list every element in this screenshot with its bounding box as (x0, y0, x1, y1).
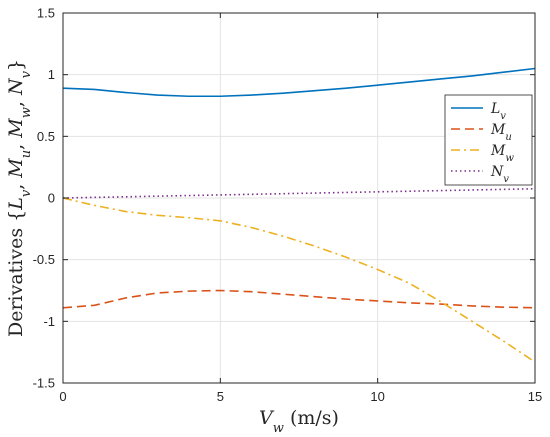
legend-label: Nv​ (490, 164, 509, 185)
y-tick-label: 0.5 (37, 129, 55, 144)
x-tick-label: 5 (217, 389, 224, 404)
series-line-m-w (62, 197, 536, 363)
y-tick-label: -1.5 (33, 376, 55, 391)
x-axis-label: Vw​ (m/s) (259, 407, 339, 436)
legend-label: Mw​ (490, 143, 514, 164)
y-tick-label: -1 (43, 314, 55, 329)
y-tick-label: 1.5 (37, 6, 55, 21)
series-line-l-v (62, 67, 536, 98)
y-tick-label: -0.5 (33, 252, 55, 267)
x-axis-title: Vw​ (m/s) (259, 407, 339, 436)
legend-label: Mu​ (490, 122, 512, 143)
x-tick-labels: 0 5 10 15 (59, 389, 542, 404)
x-tick-label: 0 (59, 389, 66, 404)
series-line-m-u (62, 289, 536, 309)
series-layer (62, 67, 536, 363)
y-tick-label: 0 (48, 191, 55, 206)
tick-marks (62, 12, 536, 384)
y-tick-labels: -1.5 -1 -0.5 0 0.5 1 1.5 (33, 6, 55, 391)
legend-label: Lv​ (490, 101, 506, 122)
legend-box (444, 94, 533, 186)
y-axis-title: Derivatives {Lv​, Mu​, Mw​, Nv​} (5, 59, 34, 337)
series-line-n-v (62, 187, 536, 199)
y-axis-label: Derivatives {Lv​, Mu​, Mw​, Nv​} (5, 59, 34, 337)
x-tick-label: 10 (370, 389, 384, 404)
legend: Lv​Mu​Mw​Nv​ (444, 94, 533, 186)
y-tick-label: 1 (48, 67, 55, 82)
grid (63, 13, 535, 383)
x-tick-label: 15 (528, 389, 542, 404)
